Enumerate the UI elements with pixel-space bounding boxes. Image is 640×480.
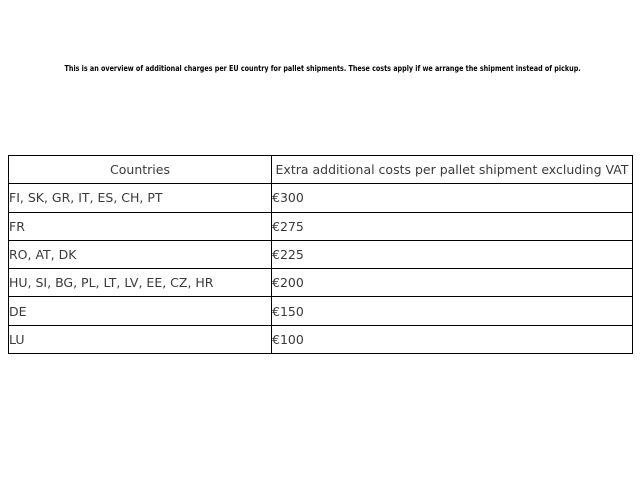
intro-text: This is an overview of additional charge… <box>0 64 640 73</box>
cost-cell: €200 <box>271 268 633 298</box>
table-row: LU €100 <box>8 324 633 355</box>
cost-cell: €225 <box>271 239 633 270</box>
countries-cell: DE <box>8 296 272 326</box>
countries-column-header: Countries <box>8 154 272 185</box>
countries-cell: HU, SI, BG, PL, LT, LV, EE, CZ, HR <box>8 268 272 298</box>
countries-cell: FR <box>8 211 272 241</box>
table-row: FI, SK, GR, IT, ES, CH, PT €300 <box>8 183 633 213</box>
charges-table: Countries Extra additional costs per pal… <box>8 154 633 355</box>
intro-text-content: This is an overview of additional charge… <box>64 64 581 73</box>
cost-cell: €275 <box>271 211 633 241</box>
countries-cell: FI, SK, GR, IT, ES, CH, PT <box>8 183 272 213</box>
countries-cell: LU <box>8 324 272 355</box>
table-row: HU, SI, BG, PL, LT, LV, EE, CZ, HR €200 <box>8 268 633 298</box>
cost-cell: €150 <box>271 296 633 326</box>
cost-column-header: Extra additional costs per pallet shipme… <box>271 154 633 185</box>
table-row: DE €150 <box>8 296 633 326</box>
cost-cell: €100 <box>271 324 633 355</box>
countries-cell: RO, AT, DK <box>8 239 272 270</box>
cost-cell: €300 <box>271 183 633 213</box>
table-row: FR €275 <box>8 211 633 241</box>
table-header-row: Countries Extra additional costs per pal… <box>8 154 633 185</box>
table-row: RO, AT, DK €225 <box>8 239 633 270</box>
